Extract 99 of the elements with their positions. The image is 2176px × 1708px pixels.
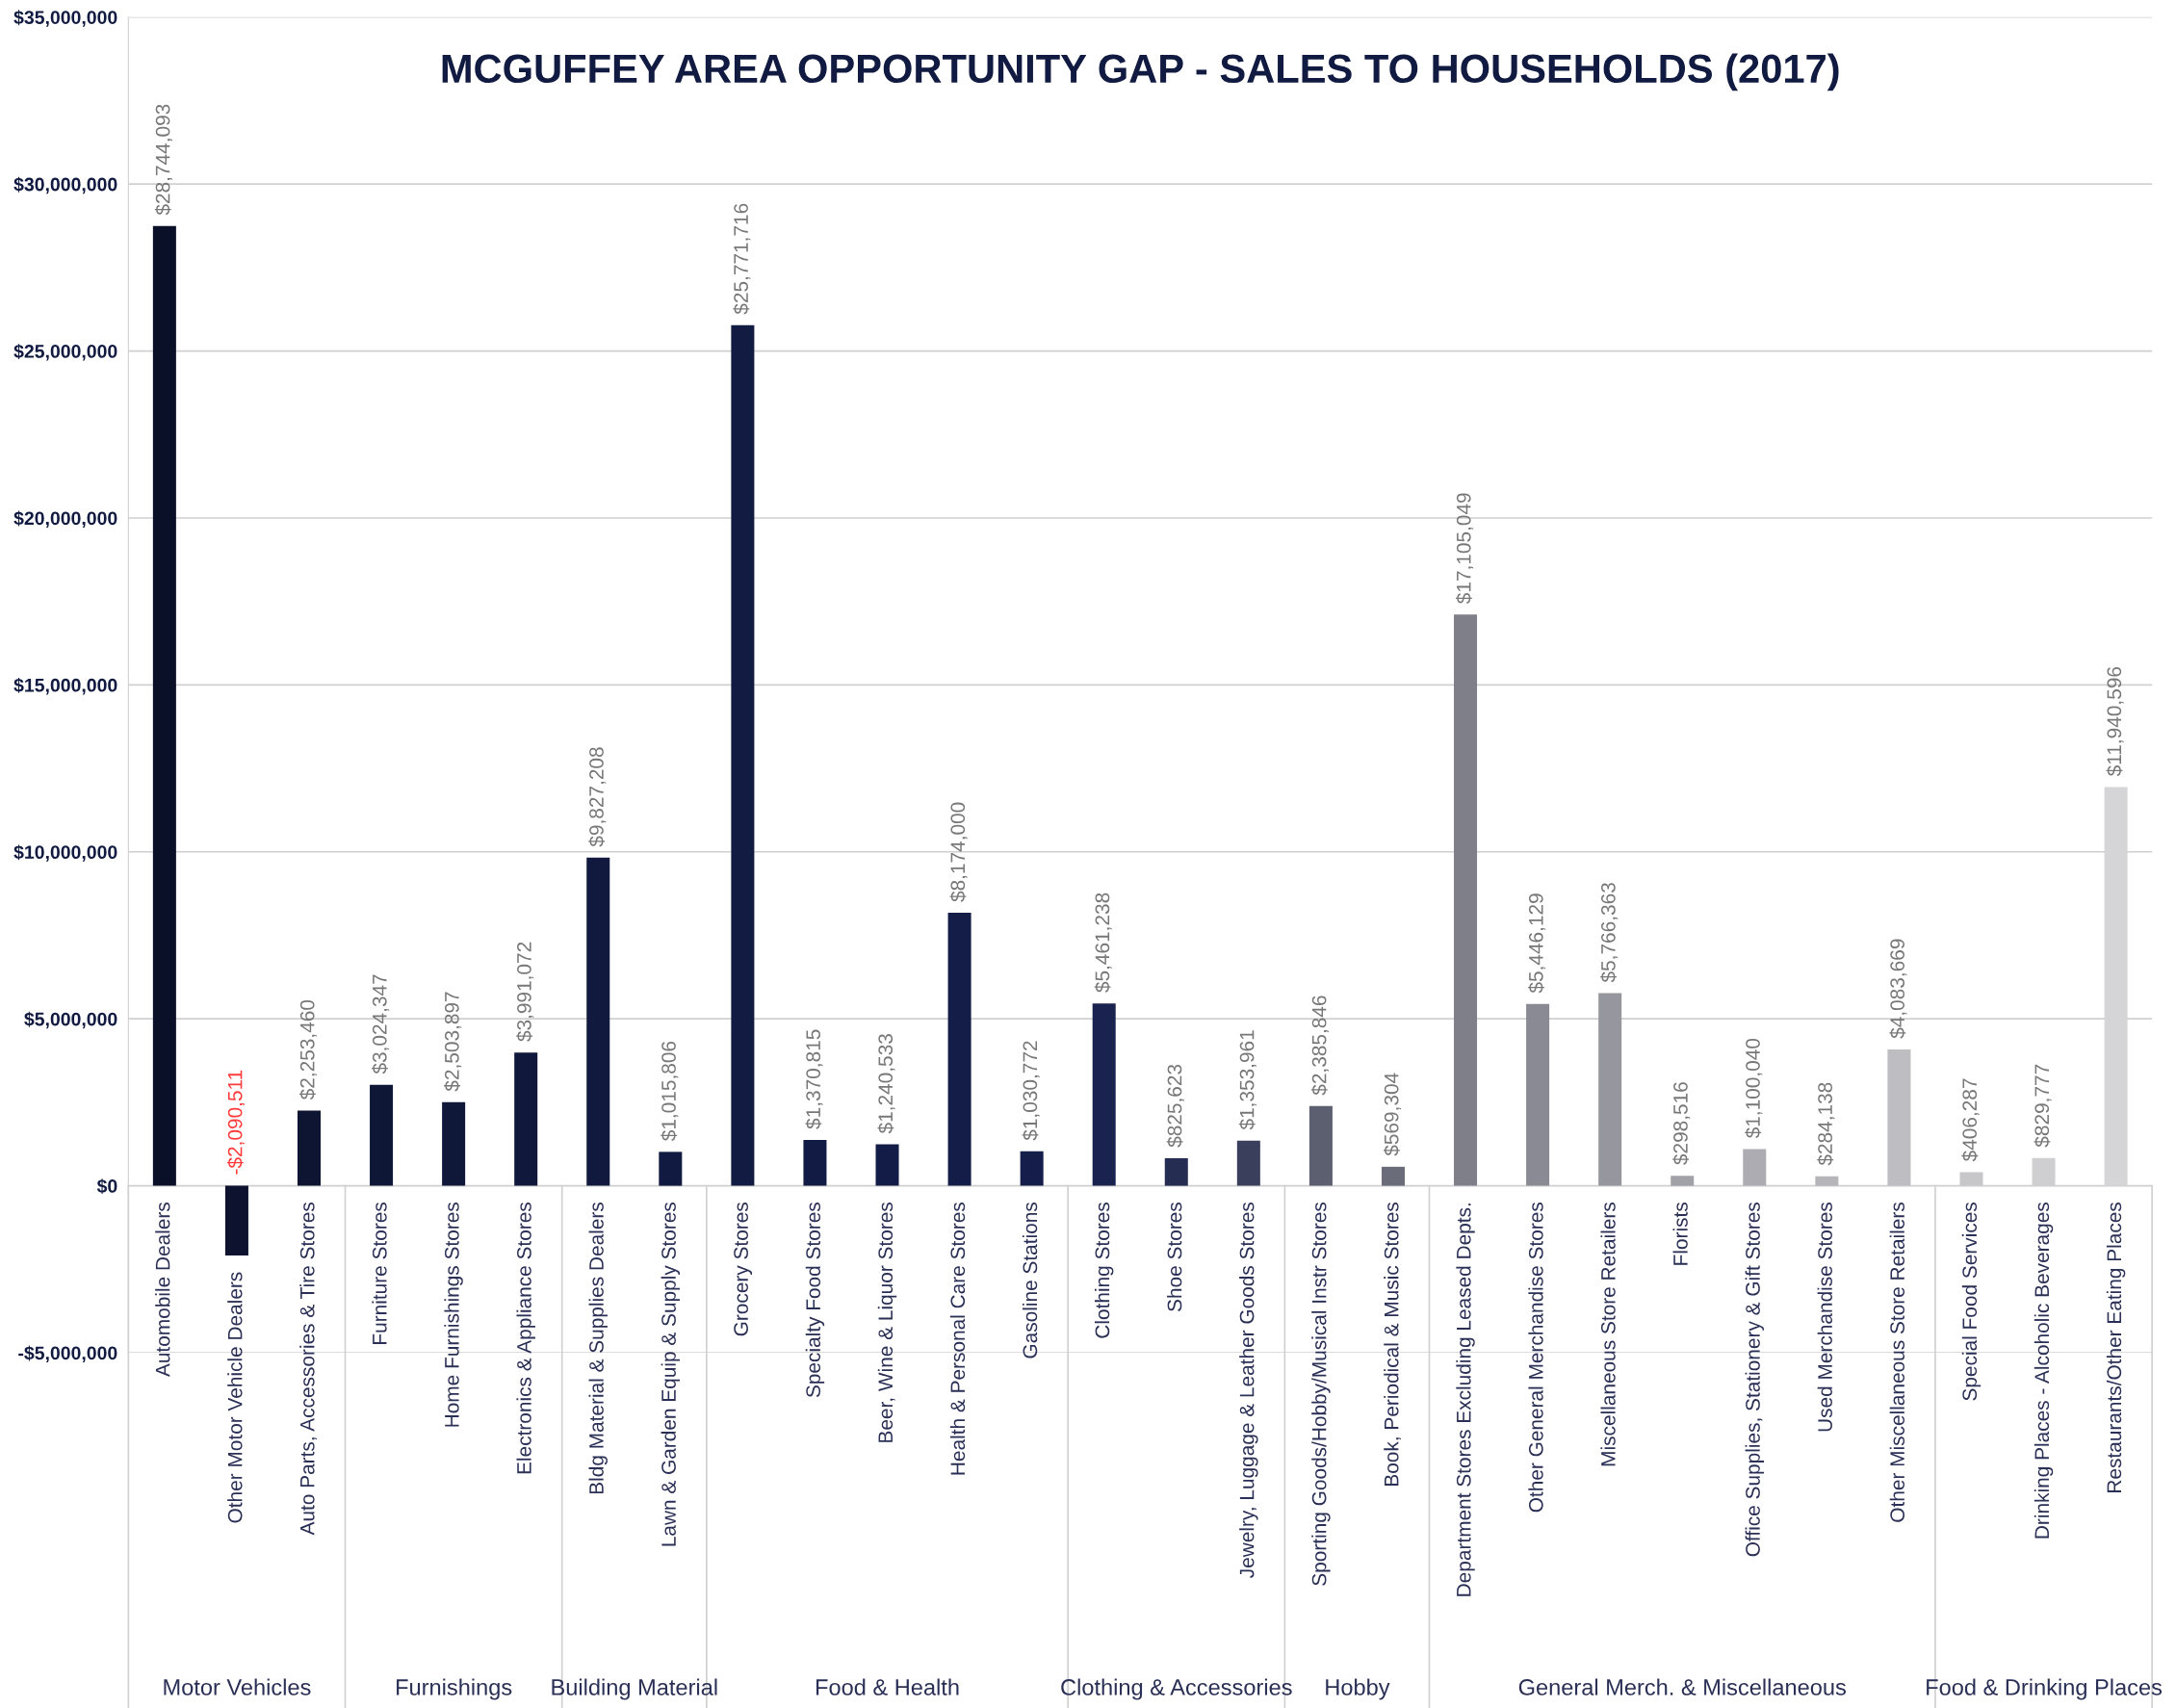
bar xyxy=(1381,1166,1405,1186)
data-label: $825,623 xyxy=(1166,1064,1184,1148)
x-tick-label: Health & Personal Care Stores xyxy=(949,1203,966,1475)
bar xyxy=(1671,1176,1695,1186)
bar xyxy=(586,857,610,1186)
bar xyxy=(1743,1149,1767,1186)
x-tick-label: Sporting Goods/Hobby/Musical Instr Stores xyxy=(1311,1203,1331,1586)
x-tick-label: Drinking Places - Alcoholic Beverages xyxy=(2034,1203,2054,1539)
bar xyxy=(947,913,971,1186)
data-label: $4,083,669 xyxy=(1889,939,1907,1039)
data-label: $569,304 xyxy=(1383,1073,1402,1156)
y-tick-label: $15,000,000 xyxy=(13,677,117,695)
data-label: $2,503,897 xyxy=(444,992,462,1092)
bar xyxy=(1020,1151,1044,1186)
bar xyxy=(514,1052,538,1186)
bar xyxy=(370,1084,394,1186)
x-tick-label: Other General Merchandise Stores xyxy=(1528,1203,1543,1513)
x-tick-label: Auto Parts, Accessories & Tire Stores xyxy=(299,1203,318,1536)
bar xyxy=(1887,1048,1911,1186)
data-label: $2,253,460 xyxy=(298,999,318,1100)
bar xyxy=(803,1140,827,1186)
data-label: $298,516 xyxy=(1672,1082,1691,1165)
x-tick-label: Special Food Services xyxy=(1961,1203,1982,1401)
text: Clothing & Accessories xyxy=(1061,1678,1292,1700)
data-label: $1,353,961 xyxy=(1238,1030,1256,1130)
data-label: $17,105,049 xyxy=(1455,493,1474,605)
y-tick-label: $20,000,000 xyxy=(13,510,117,529)
x-tick-label: Shoe Stores xyxy=(1167,1203,1182,1311)
y-tick-label: $10,000,000 xyxy=(13,844,117,862)
text: Food & Health xyxy=(816,1678,959,1695)
x-tick-label: Furniture Stores xyxy=(372,1203,387,1344)
x-tick-label: Specialty Food Stores xyxy=(805,1203,825,1398)
x-tick-label: Florists xyxy=(1672,1203,1688,1265)
y-tick-label: $25,000,000 xyxy=(13,344,117,361)
x-tick-label: Electronics & Appliance Stores xyxy=(516,1203,535,1474)
x-tick-label: Lawn & Garden Equip & Supply Stores xyxy=(661,1203,681,1546)
bar xyxy=(731,324,755,1186)
data-label: $1,015,806 xyxy=(661,1041,679,1142)
data-label: $9,827,208 xyxy=(588,747,607,847)
text: Hobby xyxy=(1326,1678,1390,1700)
text: General Merch. & Miscellaneous xyxy=(1518,1678,1846,1695)
y-tick-label: -$5,000,000 xyxy=(18,1345,117,1363)
bar xyxy=(442,1101,466,1186)
data-label: $3,991,072 xyxy=(516,942,534,1042)
y-tick-label: $30,000,000 xyxy=(13,176,117,194)
x-tick-label: Restaurants/Other Eating Places xyxy=(2106,1203,2126,1492)
x-tick-label: Grocery Stores xyxy=(734,1203,753,1336)
bar xyxy=(152,225,176,1186)
x-tick-label: Automobile Dealers xyxy=(155,1203,170,1378)
x-tick-label: Used Merchandise Stores xyxy=(1817,1203,1832,1432)
x-tick-label: Home Furnishings Stores xyxy=(444,1203,463,1427)
text: MCGUFFEY AREA OPPORTUNITY GAP - SALES TO HOUSEHOLDS (2017) xyxy=(442,53,1839,91)
y-tick-label: $35,000,000 xyxy=(13,10,117,27)
data-label: $25,771,716 xyxy=(733,203,751,315)
x-tick-label: Other Miscellaneous Store Retailers xyxy=(1889,1203,1905,1522)
bar xyxy=(224,1185,248,1256)
text: Building Material xyxy=(552,1678,717,1700)
y-tick-label: $0 xyxy=(96,1178,117,1195)
data-label: $5,766,363 xyxy=(1600,883,1619,983)
x-tick-label: Gasoline Stations xyxy=(1022,1203,1038,1359)
bar xyxy=(1092,1003,1116,1186)
bar xyxy=(297,1110,322,1186)
bar xyxy=(1308,1105,1333,1186)
x-tick-label: Miscellaneous Store Retailers xyxy=(1600,1203,1616,1466)
bar xyxy=(659,1152,683,1186)
text: Motor Vehicles xyxy=(164,1678,311,1695)
x-tick-label: Department Stores Excluding Leased Depts. xyxy=(1456,1203,1475,1596)
bar xyxy=(1815,1176,1839,1186)
data-label: $284,138 xyxy=(1817,1082,1835,1166)
data-label: $5,461,238 xyxy=(1094,893,1112,993)
x-tick-label: Bldg Material & Supplies Dealers xyxy=(588,1203,608,1494)
x-tick-label: Jewelry, Luggage & Leather Goods Stores xyxy=(1239,1202,1258,1578)
bar xyxy=(1526,1003,1550,1186)
bar xyxy=(1164,1157,1188,1186)
data-label: $1,100,040 xyxy=(1745,1038,1763,1139)
data-label: $1,240,533 xyxy=(877,1034,895,1134)
data-label: $28,744,093 xyxy=(154,104,172,216)
text: Food & Drinking Places xyxy=(1927,1678,2163,1700)
data-label: $406,287 xyxy=(1961,1078,1980,1162)
bar xyxy=(1454,614,1478,1186)
data-label: -$2,090,511 xyxy=(226,1070,245,1175)
text: Furnishings xyxy=(397,1678,512,1700)
x-tick-label: Other Motor Vehicle Dealers xyxy=(227,1272,243,1523)
data-label: $1,370,815 xyxy=(805,1029,823,1129)
bar xyxy=(875,1144,899,1186)
data-label: $829,777 xyxy=(2034,1064,2052,1148)
x-tick-label: Office Supplies, Stationery & Gift Stores xyxy=(1745,1203,1764,1557)
data-label: $2,385,846 xyxy=(1310,996,1329,1096)
bar xyxy=(1236,1140,1260,1186)
x-tick-label: Clothing Stores xyxy=(1095,1203,1114,1338)
y-tick-label: $5,000,000 xyxy=(24,1011,117,1029)
x-tick-label: Beer, Wine & Liquor Stores xyxy=(877,1203,897,1442)
data-label: $11,940,596 xyxy=(2106,666,2124,777)
data-label: $8,174,000 xyxy=(949,802,968,902)
data-label: $5,446,129 xyxy=(1528,893,1546,994)
bar xyxy=(1598,993,1622,1186)
data-label: $1,030,772 xyxy=(1022,1041,1040,1141)
x-tick-label: Book, Periodical & Music Stores xyxy=(1384,1203,1402,1486)
data-label: $3,024,347 xyxy=(372,974,390,1074)
